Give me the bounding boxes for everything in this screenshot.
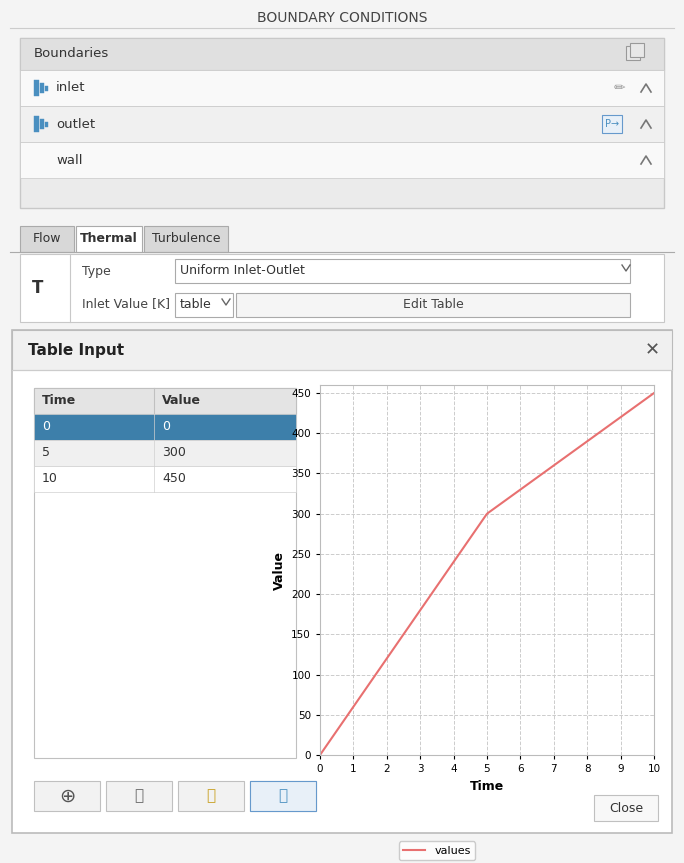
Text: ✕: ✕ (644, 341, 659, 359)
Text: 450: 450 (162, 473, 186, 486)
Bar (626, 46, 640, 60)
Text: 0: 0 (162, 420, 170, 433)
Text: ⊕: ⊕ (59, 786, 75, 805)
Bar (34, 388, 296, 414)
Text: Inlet Value [K]: Inlet Value [K] (82, 298, 170, 311)
Text: wall: wall (56, 154, 83, 167)
Bar (20, 70, 664, 106)
Polygon shape (34, 695, 50, 711)
Text: 0: 0 (42, 420, 50, 433)
Bar (45, 122, 48, 127)
Bar (630, 43, 644, 57)
Text: Table Input: Table Input (28, 343, 124, 357)
Text: 10: 10 (42, 473, 58, 486)
Text: Close: Close (609, 802, 643, 815)
Bar (34, 116, 39, 132)
Text: 5: 5 (42, 446, 50, 459)
Bar (12, 330, 672, 370)
Legend: values: values (399, 841, 475, 860)
Bar (76, 226, 142, 252)
Bar (250, 781, 316, 811)
Bar (20, 38, 664, 208)
Bar (178, 781, 244, 811)
Text: Time: Time (42, 394, 76, 407)
Polygon shape (37, 695, 47, 705)
Text: 300: 300 (162, 446, 186, 459)
Text: outlet: outlet (56, 117, 95, 130)
Bar (144, 226, 228, 252)
Bar (175, 293, 233, 317)
Bar (34, 466, 296, 492)
Text: table: table (180, 299, 212, 312)
Bar (106, 781, 172, 811)
Bar (34, 440, 296, 466)
Text: P→: P→ (605, 119, 619, 129)
Bar (20, 38, 664, 70)
Polygon shape (614, 696, 622, 704)
Text: BOUNDARY CONDITIONS: BOUNDARY CONDITIONS (256, 11, 428, 25)
Text: Flow: Flow (33, 232, 62, 245)
Text: inlet: inlet (56, 81, 86, 95)
Bar (40, 119, 44, 129)
Text: Boundaries: Boundaries (34, 47, 109, 60)
Bar (250, 781, 316, 811)
Bar (34, 388, 296, 758)
Bar (602, 115, 622, 133)
Bar (45, 86, 48, 91)
Text: Uniform Inlet-Outlet: Uniform Inlet-Outlet (180, 264, 305, 278)
Bar (20, 142, 664, 178)
Bar (175, 259, 630, 283)
Bar (40, 83, 44, 93)
Bar (594, 795, 658, 821)
Text: Edit Table: Edit Table (403, 299, 463, 312)
Bar (34, 781, 100, 811)
Polygon shape (612, 696, 624, 710)
Text: ✏: ✏ (613, 81, 624, 95)
Text: T: T (32, 279, 43, 297)
Bar (20, 226, 74, 252)
Bar (20, 106, 664, 142)
Bar (20, 254, 664, 322)
Bar (34, 414, 296, 440)
Y-axis label: Value: Value (273, 551, 286, 589)
Text: 🔍: 🔍 (278, 789, 287, 803)
Text: 🗑: 🗑 (135, 789, 144, 803)
Text: Thermal: Thermal (80, 232, 138, 245)
Bar (12, 330, 672, 833)
Text: Turbulence: Turbulence (152, 232, 220, 245)
X-axis label: Time: Time (470, 779, 504, 792)
Bar (34, 80, 39, 96)
Text: Value: Value (162, 394, 201, 407)
Bar (236, 293, 630, 317)
Text: Type: Type (82, 264, 111, 278)
Text: 📁: 📁 (207, 789, 215, 803)
